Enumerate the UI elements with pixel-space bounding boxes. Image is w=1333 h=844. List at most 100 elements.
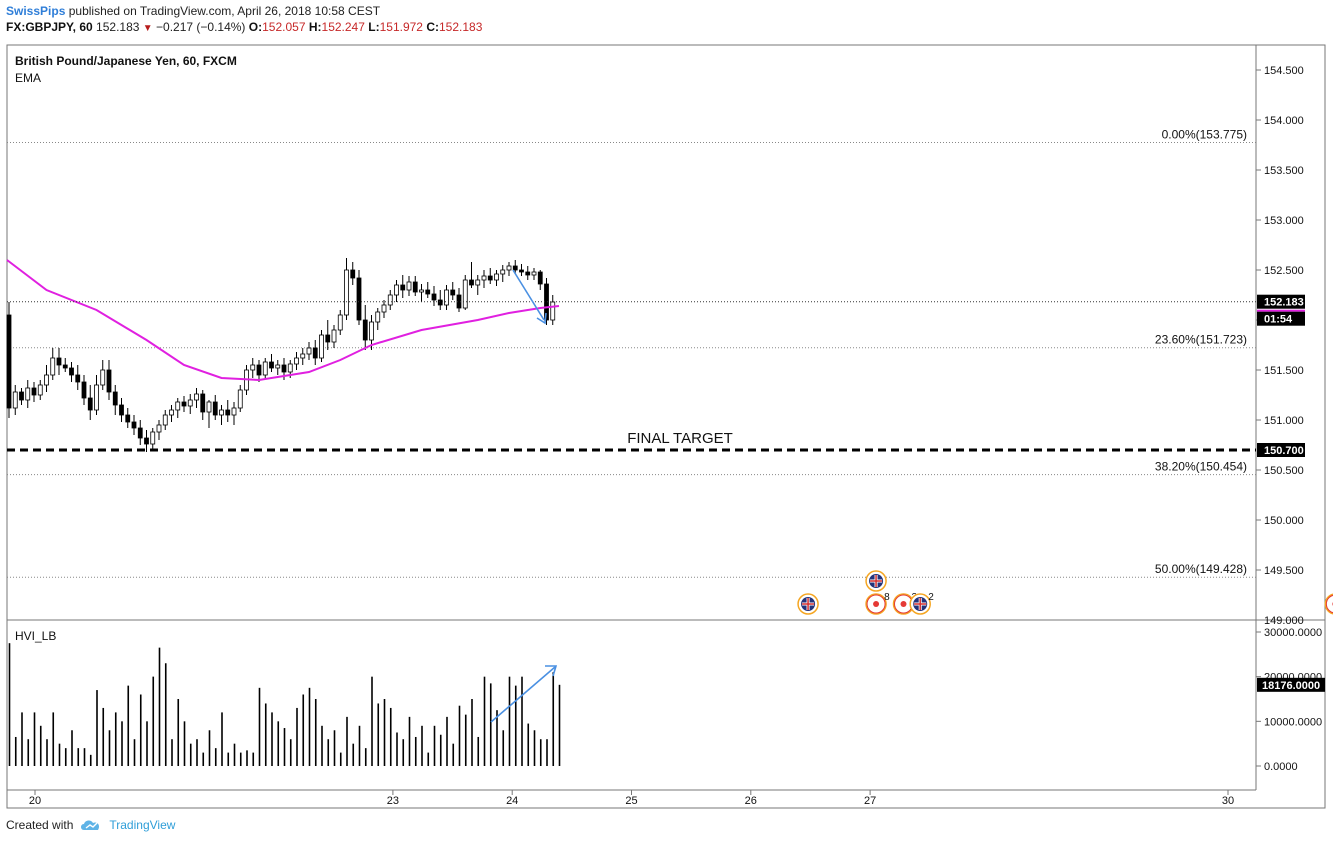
time-tick-label: 20 bbox=[29, 795, 41, 807]
final-target-label: FINAL TARGET bbox=[627, 430, 733, 447]
event-count: 8 bbox=[884, 592, 890, 603]
candle-body bbox=[69, 367, 74, 376]
candle-body bbox=[419, 289, 424, 293]
candle-body bbox=[237, 389, 243, 409]
candle-body bbox=[81, 381, 87, 399]
candle-body bbox=[344, 269, 349, 316]
candle-body bbox=[306, 347, 312, 355]
candle-body bbox=[137, 427, 143, 439]
last-price-marker: 152.183 01:54 bbox=[7, 294, 1305, 326]
candle-body bbox=[112, 391, 118, 406]
candle-body bbox=[331, 329, 337, 343]
candle-body bbox=[294, 357, 299, 365]
candle-body bbox=[212, 401, 218, 416]
candle-body bbox=[262, 361, 268, 376]
candlestick-series bbox=[6, 258, 556, 452]
time-tick-label: 27 bbox=[864, 795, 876, 807]
countdown-label: 01:54 bbox=[1264, 314, 1293, 326]
time-tick-label: 24 bbox=[506, 795, 518, 807]
candle-body bbox=[187, 399, 193, 407]
candle-body bbox=[494, 273, 499, 281]
tradingview-cloud-icon bbox=[81, 820, 100, 830]
candle-body bbox=[150, 431, 156, 445]
fib-level-label: 50.00%(149.428) bbox=[1155, 562, 1247, 576]
candle-body bbox=[156, 424, 162, 433]
candle-body bbox=[62, 364, 68, 369]
up-arrow-drawing[interactable] bbox=[490, 665, 558, 723]
countdown-tag bbox=[1257, 311, 1305, 326]
price-tick-label: 154.000 bbox=[1264, 115, 1304, 127]
uk-flag-event-icon[interactable]: 2 bbox=[909, 592, 934, 615]
event-count: 2 bbox=[928, 592, 934, 603]
candle-body bbox=[412, 281, 418, 293]
candle-body bbox=[169, 409, 174, 416]
candle-body bbox=[300, 353, 306, 359]
candle-body bbox=[450, 289, 456, 296]
candle-body bbox=[37, 384, 43, 396]
volume-pane-frame bbox=[6, 619, 1326, 809]
volume-tick-label: 0.0000 bbox=[1264, 761, 1298, 773]
price-tick-label: 153.500 bbox=[1264, 165, 1304, 177]
event-dot bbox=[900, 601, 907, 607]
fibonacci-retracement[interactable]: 0.00%(153.775) 23.60%(151.723) 38.20%(150.… bbox=[7, 128, 1256, 578]
price-tick-label: 152.500 bbox=[1264, 265, 1304, 277]
candle-body bbox=[325, 334, 331, 343]
tradingview-link[interactable]: TradingView bbox=[109, 818, 176, 832]
economic-event-icon[interactable] bbox=[1324, 593, 1333, 615]
economic-events[interactable]: 8225 bbox=[797, 570, 1333, 615]
final-target-line[interactable]: FINAL TARGET 150.700 bbox=[7, 430, 1305, 457]
candle-body bbox=[75, 374, 81, 383]
open-value: 152.057 bbox=[262, 20, 306, 34]
fib-level-label: 23.60%(151.723) bbox=[1155, 333, 1247, 347]
uk-flag-event-icon[interactable] bbox=[797, 593, 819, 615]
instrument-legend: British Pound/Japanese Yen, 60, FXCM bbox=[15, 54, 237, 68]
volume-last-label: 18176.0000 bbox=[1262, 680, 1320, 692]
author-name[interactable]: SwissPips bbox=[6, 4, 66, 18]
candle-body bbox=[162, 414, 168, 426]
candle-body bbox=[525, 271, 531, 276]
candle-body bbox=[319, 334, 324, 359]
candle-body bbox=[550, 301, 556, 321]
price-tick-label: 149.500 bbox=[1264, 565, 1304, 577]
price-tick-label: 149.000 bbox=[1264, 615, 1304, 627]
candle-body bbox=[394, 284, 399, 296]
high-label: H: bbox=[308, 20, 322, 34]
candle-body bbox=[425, 289, 431, 295]
uk-flag-event-icon[interactable] bbox=[865, 570, 887, 592]
candle-body bbox=[506, 265, 512, 271]
candle-body bbox=[31, 387, 37, 396]
price-change: −0.217 (−0.14%) bbox=[156, 20, 246, 34]
candle-body bbox=[200, 393, 206, 413]
last-price-tag-label: 152.183 bbox=[1264, 297, 1304, 309]
candle-body bbox=[381, 304, 387, 313]
candle-body bbox=[537, 271, 543, 285]
volume-axis[interactable]: 0.000010000.000020000.000030000.00001817… bbox=[1256, 627, 1325, 773]
candle-body bbox=[369, 321, 374, 341]
candle-body bbox=[44, 374, 49, 386]
published-info: published on TradingView.com, April 26, … bbox=[68, 4, 381, 18]
candle-body bbox=[437, 299, 443, 306]
price-axis[interactable]: 149.000 149.500 150.000 150.500 151.000 151.5… bbox=[1256, 65, 1304, 627]
volume-legend: HVI_LB bbox=[15, 629, 56, 643]
high-value: 152.247 bbox=[321, 20, 365, 34]
candle-body bbox=[500, 269, 506, 275]
price-tick-label: 150.000 bbox=[1264, 515, 1304, 527]
close-value: 152.183 bbox=[439, 20, 483, 34]
price-tick-label: 150.500 bbox=[1264, 465, 1304, 477]
price-pane-frame bbox=[6, 44, 1326, 621]
candle-body bbox=[106, 369, 112, 393]
candle-body bbox=[94, 384, 99, 411]
created-with-text: Created with bbox=[6, 818, 74, 832]
economic-event-icon[interactable]: 8 bbox=[865, 592, 890, 615]
candle-body bbox=[287, 363, 293, 373]
candle-body bbox=[356, 277, 362, 321]
ema-legend: EMA bbox=[15, 71, 41, 85]
time-tick-label: 23 bbox=[387, 795, 399, 807]
down-arrow-drawing[interactable] bbox=[512, 269, 547, 325]
candle-body bbox=[387, 294, 393, 306]
candle-body bbox=[100, 369, 106, 386]
time-tick-label: 30 bbox=[1222, 795, 1234, 807]
time-axis[interactable]: 20232425262730May234 bbox=[29, 790, 1333, 807]
candle-body bbox=[256, 364, 262, 376]
